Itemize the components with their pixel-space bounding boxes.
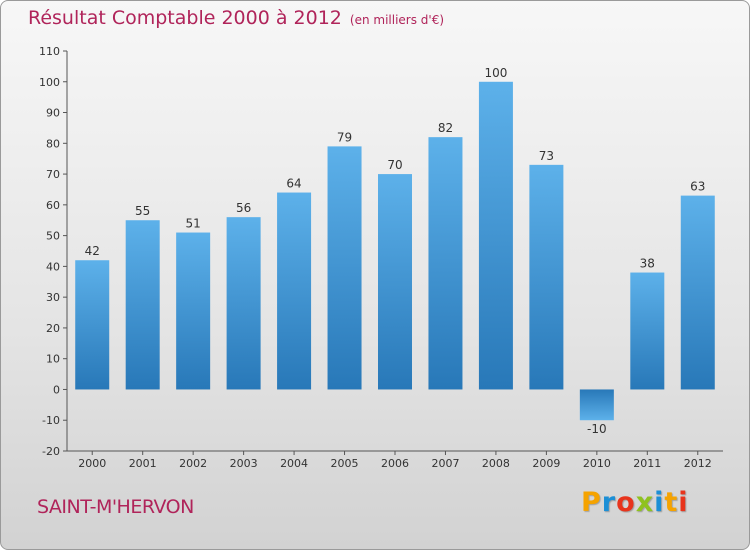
y-tick-label: 50 — [46, 230, 60, 243]
y-tick-label: 0 — [53, 383, 60, 396]
y-tick-label: 90 — [46, 107, 60, 120]
value-label-2003: 56 — [236, 201, 251, 215]
y-tick-label: 30 — [46, 291, 60, 304]
bar-2012 — [680, 195, 715, 390]
value-label-2004: 64 — [286, 177, 301, 191]
logo-letter: t — [664, 487, 679, 518]
x-tick-label: 2000 — [78, 457, 106, 470]
logo-letter: i — [678, 487, 689, 518]
y-tick-label: 40 — [46, 260, 60, 273]
bar-2010 — [579, 389, 614, 421]
value-label-2012: 63 — [690, 180, 705, 194]
x-tick-label: 2010 — [583, 457, 611, 470]
chart-subtitle: (en milliers d'€) — [349, 13, 445, 27]
bar-2007 — [428, 137, 463, 390]
bar-2006 — [378, 174, 412, 390]
y-tick-label: 20 — [46, 322, 60, 335]
x-tick-label: 2009 — [532, 457, 560, 470]
x-tick-label: 2005 — [331, 457, 359, 470]
x-tick-label: 2004 — [280, 457, 308, 470]
bar-2000 — [75, 260, 110, 390]
y-tick-label: 70 — [46, 168, 60, 181]
y-tick-label: 100 — [39, 76, 60, 89]
bar-2005 — [327, 146, 362, 390]
value-label-2000: 42 — [85, 244, 100, 258]
chart-title-text: Résultat Comptable 2000 à 2012 — [28, 7, 342, 29]
commune-name: SAINT-M'HERVON — [37, 496, 194, 518]
bar-2001 — [125, 220, 160, 390]
logo-letter: P — [581, 487, 602, 518]
bar-2002 — [176, 232, 211, 390]
x-tick-label: 2006 — [381, 457, 409, 470]
value-label-2011: 38 — [640, 257, 655, 271]
value-label-2001: 55 — [135, 204, 150, 218]
x-tick-label: 2002 — [179, 457, 207, 470]
y-tick-label: -20 — [42, 445, 60, 458]
x-tick-label: 2008 — [482, 457, 510, 470]
logo-letter: r — [601, 487, 617, 518]
value-label-2007: 82 — [438, 121, 453, 135]
proxiti-logo[interactable]: Proxiti — [581, 487, 689, 518]
y-tick-label: -10 — [42, 414, 60, 427]
x-tick-label: 2011 — [633, 457, 661, 470]
bar-2003 — [226, 217, 261, 390]
value-label-2002: 51 — [186, 217, 201, 231]
logo-letter: i — [654, 487, 665, 518]
logo-letter: o — [616, 487, 636, 518]
value-label-2008: 100 — [484, 66, 507, 80]
value-label-2009: 73 — [539, 149, 554, 163]
bar-2004 — [277, 192, 312, 390]
value-label-2005: 79 — [337, 130, 352, 144]
y-tick-label: 10 — [46, 353, 60, 366]
value-label-2006: 70 — [387, 158, 402, 172]
logo-letter: x — [635, 487, 655, 518]
x-tick-label: 2001 — [129, 457, 157, 470]
value-label-2010: -10 — [587, 422, 607, 436]
bar-2008 — [478, 81, 513, 390]
y-tick-label: 60 — [46, 199, 60, 212]
y-tick-label: 80 — [46, 137, 60, 150]
chart-title: Résultat Comptable 2000 à 2012 (en millie… — [28, 7, 444, 29]
bar-2011 — [630, 272, 665, 390]
x-tick-label: 2007 — [431, 457, 459, 470]
x-tick-label: 2012 — [684, 457, 712, 470]
y-tick-label: 110 — [39, 45, 60, 58]
bar-2009 — [529, 164, 564, 390]
x-tick-label: 2003 — [230, 457, 258, 470]
